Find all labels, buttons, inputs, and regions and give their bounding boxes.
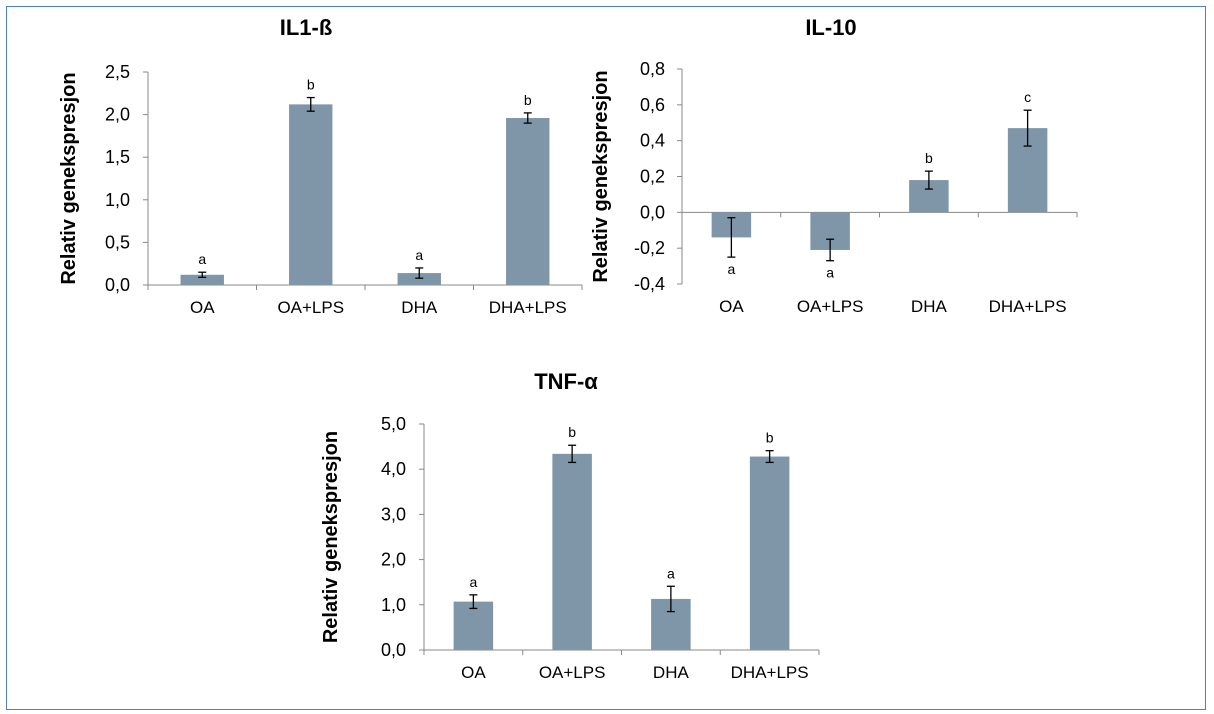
- chart-title: IL-10: [805, 15, 856, 40]
- x-category-label: OA+LPS: [797, 297, 864, 316]
- y-tick-label: -0,4: [634, 274, 665, 294]
- x-category-label: OA: [719, 297, 744, 316]
- chart-3: TNF-α Relativ genekspresjon 0,0 1,0 2,0 3,0 4,…: [320, 369, 820, 682]
- bar-dha-plus-lps: [749, 456, 790, 650]
- y-tick-label: 0,5: [105, 232, 130, 252]
- x-category-label: DHA+LPS: [731, 663, 809, 682]
- y-tick-label: 0,0: [105, 275, 130, 295]
- x-category-label: DHA+LPS: [489, 298, 567, 317]
- y-tick-label: 1,5: [105, 147, 130, 167]
- bar-dha-plus-lps: [506, 118, 550, 286]
- bar-oa-plus-lps: [552, 453, 592, 650]
- y-tick-label: 3,0: [381, 504, 406, 524]
- y-tick-label: 0,2: [640, 167, 665, 187]
- x-category-label: DHA: [401, 298, 438, 317]
- x-category-label: OA: [190, 298, 215, 317]
- y-tick-label: 2,0: [381, 550, 406, 570]
- y-tick-label: -0,2: [634, 238, 665, 258]
- x-category-label: OA+LPS: [539, 663, 606, 682]
- x-category-label: DHA: [653, 663, 690, 682]
- significance-letter: a: [727, 261, 735, 277]
- chart-title: IL1-ß: [280, 15, 333, 40]
- chart-2: IL-10 Relativ genekspresjon -0,4 -0,2 0,0 0,2…: [590, 15, 1078, 316]
- significance-letter: b: [524, 92, 532, 108]
- x-category-label: DHA: [911, 297, 948, 316]
- bar-oa: [453, 601, 494, 650]
- chart-1: IL1-ß Relativ genekspresjon 0,0 0,5 1,0 1,5 2,…: [58, 15, 583, 317]
- x-category-label: OA+LPS: [277, 298, 344, 317]
- significance-letter: a: [198, 251, 206, 267]
- significance-letter: b: [766, 430, 774, 446]
- y-tick-label: 1,0: [381, 595, 406, 615]
- y-tick-label: 0,8: [640, 59, 665, 79]
- bar-dha: [397, 273, 441, 285]
- y-tick-label: 0,0: [381, 640, 406, 660]
- y-axis-label: Relativ genekspresjon: [590, 70, 612, 282]
- y-tick-label: 0,0: [640, 202, 665, 222]
- y-axis-label: Relativ genekspresjon: [320, 431, 342, 643]
- y-tick-label: 4,0: [381, 459, 406, 479]
- y-tick-label: 2,5: [105, 62, 130, 82]
- bar-oa-plus-lps: [289, 104, 333, 285]
- significance-letter: a: [667, 565, 675, 581]
- significance-letter: b: [307, 77, 315, 93]
- significance-letter: a: [826, 265, 834, 281]
- chart-title: TNF-α: [534, 369, 598, 394]
- significance-letter: b: [925, 150, 933, 166]
- y-axis-label: Relativ genekspresjon: [58, 72, 80, 284]
- significance-letter: a: [469, 574, 477, 590]
- significance-letter: a: [415, 247, 423, 263]
- figure-frame: [6, 6, 1206, 710]
- y-tick-label: 5,0: [381, 414, 406, 434]
- x-category-label: OA: [461, 663, 486, 682]
- bar-oa: [180, 274, 224, 285]
- y-tick-label: 1,0: [105, 190, 130, 210]
- y-tick-label: 2,0: [105, 105, 130, 125]
- significance-letter: c: [1024, 89, 1031, 105]
- x-category-label: DHA+LPS: [989, 297, 1067, 316]
- y-tick-label: 0,6: [640, 95, 665, 115]
- y-tick-label: 0,4: [640, 131, 665, 151]
- significance-letter: b: [568, 424, 576, 440]
